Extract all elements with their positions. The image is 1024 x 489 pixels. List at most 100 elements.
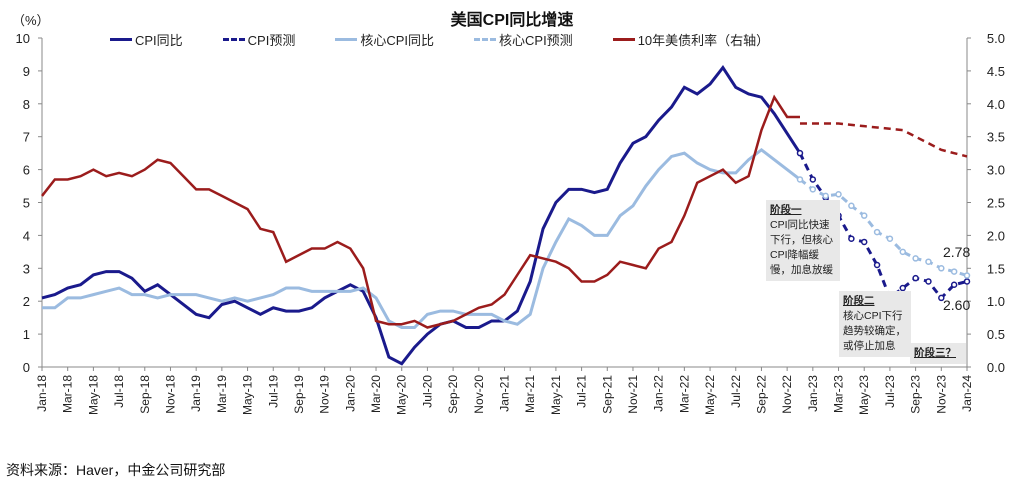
y2-tick-label: 2.0 — [987, 228, 1005, 243]
legend-10y: 10年美债利率（右轴） — [612, 30, 769, 49]
y-tick-label: 1 — [23, 327, 30, 342]
y2-tick-label: 3.0 — [987, 163, 1005, 178]
label-core-end: 2.78 — [943, 244, 971, 260]
x-tick-label: Jul-19 — [266, 375, 280, 408]
series-point — [950, 281, 958, 288]
legend-core: 核心CPI同比 — [335, 30, 434, 49]
series-point — [796, 149, 804, 157]
x-tick-label: May-21 — [549, 375, 563, 415]
note-stage-3: 阶段三？ — [910, 343, 966, 364]
x-tick-label: Jan-20 — [343, 375, 357, 412]
y2-tick-label: 4.5 — [987, 64, 1005, 79]
y-tick-label: 3 — [23, 261, 30, 276]
y2-tick-label: 0.0 — [987, 360, 1005, 375]
x-tick-label: Mar-23 — [832, 375, 846, 413]
x-tick-label: Jul-20 — [420, 375, 434, 408]
x-tick-label: Mar-22 — [677, 375, 691, 413]
y2-tick-label: 1.5 — [987, 261, 1005, 276]
legend-cpi: CPI同比 — [110, 30, 183, 49]
x-tick-label: Jul-23 — [883, 375, 897, 408]
series-point — [938, 294, 945, 302]
y-axis-label: （%） — [12, 13, 50, 28]
series-line-0 — [41, 65, 802, 366]
series-line-4 — [41, 94, 800, 329]
x-tick-label: Nov-21 — [626, 375, 640, 414]
x-tick-label: May-18 — [86, 375, 100, 415]
x-tick-label: Sep-18 — [138, 375, 152, 414]
y-tick-label: 5 — [23, 196, 30, 211]
x-tick-label: Jan-19 — [189, 375, 203, 412]
series-point — [886, 235, 894, 242]
series-point — [835, 191, 842, 198]
y-tick-label: 0 — [23, 360, 30, 375]
series-point — [912, 255, 919, 262]
legend-cpi-forecast: CPI预测 — [222, 30, 295, 49]
y-tick-label: 4 — [23, 228, 30, 243]
x-tick-label: May-20 — [395, 375, 409, 415]
x-tick-label: Nov-20 — [472, 375, 486, 414]
x-tick-label: Jul-18 — [112, 375, 126, 408]
series-point — [796, 176, 804, 183]
series-point — [860, 238, 868, 246]
series-point — [860, 212, 868, 219]
y2-tick-label: 0.5 — [987, 327, 1005, 342]
y-tick-label: 8 — [23, 97, 30, 112]
series-point — [848, 235, 855, 242]
x-tick-label: Nov-22 — [780, 375, 794, 414]
series-point — [848, 202, 855, 210]
x-tick-label: Jan-22 — [652, 375, 666, 412]
series-point — [809, 186, 817, 193]
y2-tick-label: 1.0 — [987, 294, 1005, 309]
x-tick-label: Mar-19 — [215, 375, 229, 413]
x-tick-label: Sep-21 — [600, 375, 614, 414]
chart-title: 美国CPI同比增速 — [450, 12, 574, 29]
y2-tick-label: 2.5 — [987, 196, 1005, 211]
series-point — [925, 258, 932, 265]
y-tick-label: 2 — [23, 294, 30, 309]
x-tick-label: Jul-22 — [729, 375, 743, 408]
x-tick-label: Nov-23 — [934, 375, 948, 414]
x-tick-label: Mar-21 — [523, 375, 537, 413]
series-point — [963, 272, 971, 279]
x-tick-label: Jan-21 — [498, 375, 512, 412]
series-point — [938, 265, 945, 272]
series-point — [822, 192, 829, 200]
series-point — [873, 228, 881, 236]
x-tick-label: Sep-23 — [909, 375, 923, 414]
series-line-5 — [799, 122, 968, 158]
series-point — [950, 268, 958, 275]
x-tick-label: Jan-18 — [35, 375, 49, 412]
series-point — [873, 261, 881, 269]
x-tick-label: Sep-22 — [754, 375, 768, 414]
x-tick-label: Jan-23 — [806, 375, 820, 412]
x-tick-label: Nov-18 — [163, 375, 177, 414]
x-tick-label: Nov-19 — [318, 375, 332, 414]
y-tick-label: 7 — [23, 130, 30, 145]
series-point — [912, 274, 919, 282]
y-tick-label: 6 — [23, 163, 30, 178]
label-cpi-end: 2.60 — [943, 297, 971, 313]
series-point — [899, 248, 907, 256]
x-tick-label: Sep-19 — [292, 375, 306, 414]
y2-tick-label: 4.0 — [987, 97, 1005, 112]
x-tick-label: May-22 — [703, 375, 717, 415]
series-point — [899, 284, 907, 292]
x-tick-label: Mar-18 — [61, 375, 75, 413]
y2-tick-label: 3.5 — [987, 130, 1005, 145]
series-line-2 — [42, 147, 801, 330]
x-tick-label: Jul-21 — [575, 375, 589, 408]
series-point — [809, 176, 817, 183]
y2-tick-label: 5.0 — [987, 31, 1005, 46]
x-tick-label: Mar-20 — [369, 375, 383, 413]
legend: CPI同比 CPI预测 核心CPI同比 核心CPI预测 10年美债利率（右轴） — [110, 30, 769, 49]
series-point — [963, 278, 971, 285]
y-tick-label: 9 — [23, 64, 30, 79]
source-note: 资料来源：Haver，中金公司研究部 — [6, 462, 226, 478]
series-point — [925, 278, 932, 285]
y-tick-label: 10 — [16, 31, 30, 46]
note-stage-2: 阶段二 核心CPI下行趋势较确定，或停止加息 — [839, 291, 911, 357]
x-tick-label: Sep-20 — [446, 375, 460, 414]
x-tick-label: May-23 — [857, 375, 871, 415]
